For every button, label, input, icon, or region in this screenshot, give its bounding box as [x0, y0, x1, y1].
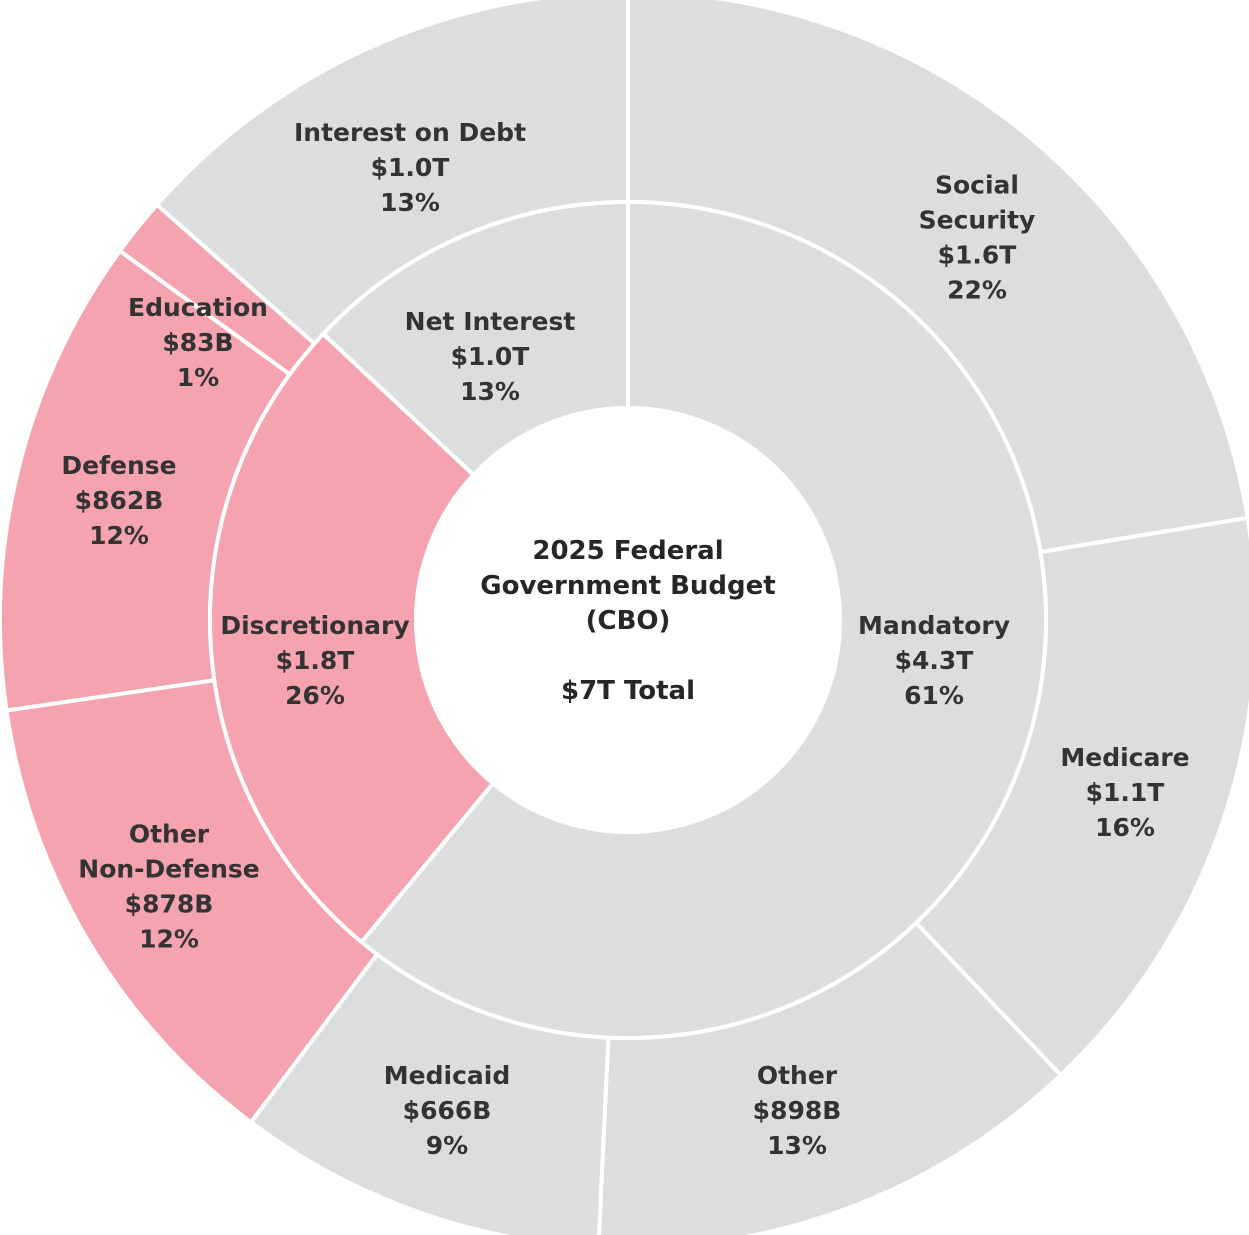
inner-label-mandatory: Mandatory $4.3T 61% [858, 611, 1010, 710]
inner-label-discretionary: Discretionary $1.8T 26% [220, 611, 409, 710]
inner-wedge-discretionary [208, 331, 496, 945]
center-title-text: 2025 Federal Government Budget (CBO) $7T To… [480, 536, 775, 706]
inner-ring [208, 199, 1048, 1040]
center-total: $7T Total [561, 676, 695, 706]
outer-label-defense: Defense $862B 12% [61, 451, 176, 550]
outer-label-medicare: Medicare $1.1T 16% [1060, 743, 1189, 842]
outer-label-other: Other $898B 13% [753, 1061, 842, 1160]
center-title: 2025 Federal Government Budget (CBO) $7T To… [480, 536, 775, 706]
outer-label-interest-on-debt: Interest on Debt $1.0T 13% [294, 118, 526, 217]
outer-label-other-non-defense: Other Non-Defense $878B 12% [78, 820, 259, 954]
outer-label-education: Education $83B 1% [128, 293, 268, 392]
inner-label-net-interest: Net Interest $1.0T 13% [405, 307, 576, 406]
inner-wedge-mandatory [358, 199, 1048, 1040]
outer-label-social-security: Social Security $1.6T 22% [919, 171, 1036, 305]
outer-ring-labels: Social Security $1.6T 22% Medicare $1.1T 16% Ot… [61, 118, 1189, 1160]
inner-ring-labels: Mandatory $4.3T 61% Discretionary $1.8T 26% Ne… [220, 307, 1010, 710]
inner-wedge-net-interest [320, 199, 630, 478]
outer-label-medicaid: Medicaid $666B 9% [384, 1061, 510, 1160]
